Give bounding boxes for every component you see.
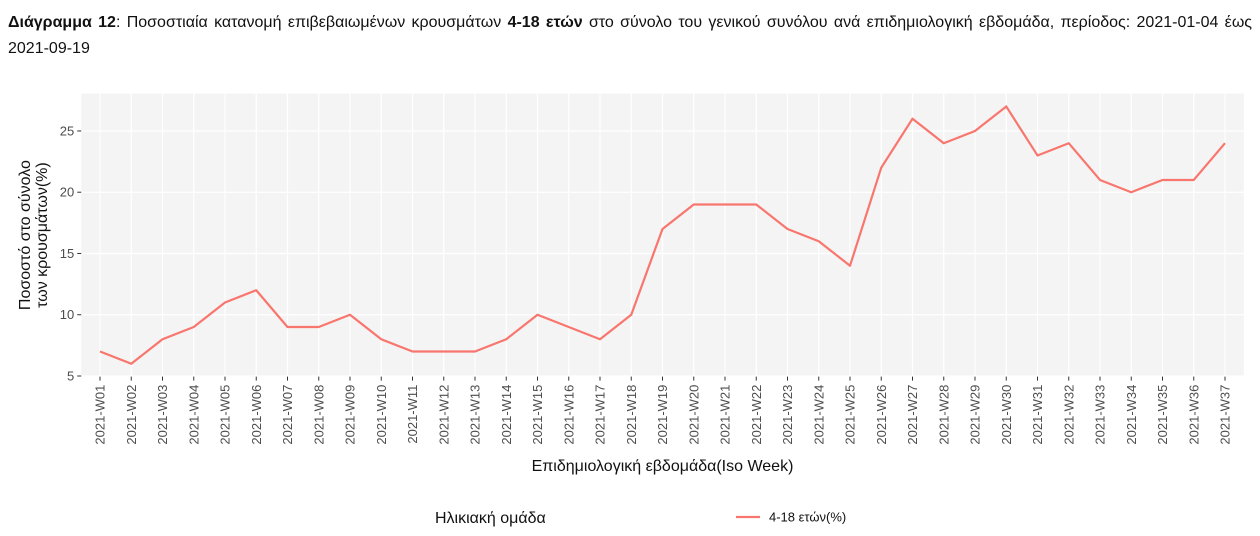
x-tick-label: 2021-W36 (1186, 385, 1201, 445)
y-tick-label: 15 (60, 246, 74, 261)
x-tick-label: 2021-W31 (1030, 385, 1045, 445)
y-tick-label: 5 (67, 368, 74, 383)
x-tick-label: 2021-W30 (999, 385, 1014, 445)
caption-text: στο σύνολο του γενικού συνόλου ανά επιδη… (8, 14, 1253, 57)
x-tick-label: 2021-W06 (249, 385, 264, 445)
caption-label: Διάγραμμα 12 (8, 14, 116, 31)
y-axis-label: Ποσοστό στο σύνολο (17, 160, 34, 310)
x-tick-label: 2021-W21 (718, 385, 733, 445)
caption: Διάγραμμα 12: Ποσοστιαία κατανομή επιβεβ… (8, 10, 1252, 62)
x-tick-label: 2021-W32 (1061, 385, 1076, 445)
x-tick-label: 2021-W17 (593, 385, 608, 445)
legend-label: 4-18 ετών(%) (769, 510, 846, 525)
y-tick-label: 20 (60, 185, 74, 200)
x-tick-label: 2021-W15 (530, 385, 545, 445)
x-tick-label: 2021-W12 (436, 385, 451, 445)
x-tick-label: 2021-W35 (1155, 385, 1170, 445)
y-tick-label: 25 (60, 123, 74, 138)
x-tick-label: 2021-W33 (1093, 385, 1108, 445)
x-tick-label: 2021-W16 (561, 385, 576, 445)
x-tick-label: 2021-W03 (155, 385, 170, 445)
x-tick-label: 2021-W25 (843, 385, 858, 445)
y-tick-label: 10 (60, 307, 74, 322)
x-tick-label: 2021-W24 (811, 385, 826, 445)
x-tick-label: 2021-W02 (124, 385, 139, 445)
x-tick-label: 2021-W20 (686, 385, 701, 445)
x-tick-label: 2021-W34 (1124, 385, 1139, 445)
caption-bold: 4-18 ετών (507, 14, 583, 31)
x-tick-label: 2021-W04 (186, 385, 201, 445)
x-tick-label: 2021-W14 (499, 385, 514, 445)
x-tick-label: 2021-W11 (405, 385, 420, 444)
x-tick-label: 2021-W09 (343, 385, 358, 445)
x-tick-label: 2021-W01 (93, 385, 108, 445)
x-tick-label: 2021-W07 (280, 385, 295, 445)
legend-title: Ηλικιακή ομάδα (435, 510, 546, 527)
caption-text: : Ποσοστιαία κατανομή επιβεβαιωμένων κρο… (115, 14, 508, 31)
x-tick-label: 2021-W37 (1218, 385, 1233, 445)
x-tick-label: 2021-W27 (905, 385, 920, 445)
x-tick-label: 2021-W18 (624, 385, 639, 445)
x-tick-label: 2021-W26 (874, 385, 889, 445)
x-tick-label: 2021-W22 (749, 385, 764, 445)
x-tick-label: 2021-W05 (218, 385, 233, 445)
x-tick-label: 2021-W28 (936, 385, 951, 445)
x-tick-label: 2021-W08 (311, 385, 326, 445)
y-axis-label: των κρουσμάτων(%) (34, 162, 51, 308)
x-tick-label: 2021-W19 (655, 385, 670, 445)
x-tick-label: 2021-W23 (780, 385, 795, 445)
x-axis-label: Επιδημιολογική εβδομάδα(Iso Week) (532, 458, 794, 475)
x-tick-label: 2021-W13 (468, 385, 483, 445)
line (99, 105, 1226, 365)
x-tick-label: 2021-W10 (374, 385, 389, 445)
x-tick-label: 2021-W29 (968, 385, 983, 445)
